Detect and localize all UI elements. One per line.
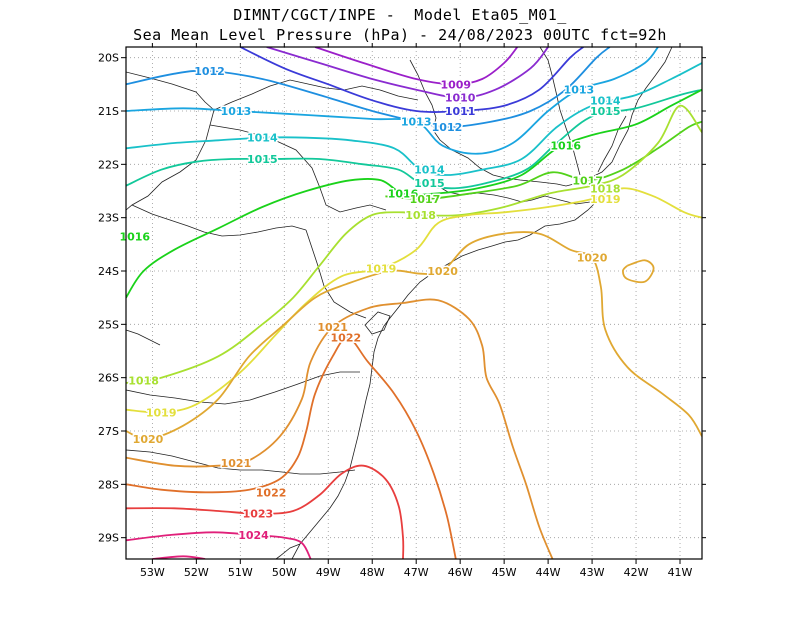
isobar-label-1016: 1016 <box>388 188 419 201</box>
isobar-1019 <box>126 187 702 414</box>
isobar-label-1014: 1014 <box>247 132 278 145</box>
isobar-1016 <box>126 88 702 299</box>
lon-tick-label: 47W <box>404 566 429 579</box>
isobar-1010 <box>266 47 549 99</box>
isobar-label-1010: 1010 <box>445 92 476 105</box>
isobar-label-1022: 1022 <box>331 332 362 345</box>
lat-tick-label: 23S <box>98 212 119 225</box>
border-sc-rs <box>126 449 356 475</box>
lon-tick-label: 48W <box>360 566 385 579</box>
lat-tick-label: 29S <box>98 532 119 545</box>
isobar-1020 <box>622 259 655 284</box>
border-paraguay <box>126 329 161 346</box>
isobar-label-1012: 1012 <box>432 121 463 134</box>
border-pr-north <box>131 204 307 237</box>
isobar-label-1019: 1019 <box>590 193 621 206</box>
border-mg-es <box>539 47 581 176</box>
isobar-label-1015: 1015 <box>414 177 445 190</box>
isobar-label-1021: 1021 <box>317 321 348 334</box>
lon-tick-label: 43W <box>580 566 605 579</box>
isobar-1018 <box>126 104 702 384</box>
isobar-1021 <box>126 298 554 559</box>
isobar-1014 <box>126 62 702 176</box>
isobar-label-1020: 1020 <box>577 252 608 265</box>
lon-tick-label: 44W <box>536 566 561 579</box>
isobar-label-1015: 1015 <box>247 153 278 166</box>
isobar-label-1011: 1011 <box>445 105 476 118</box>
lat-tick-label: 24S <box>98 265 119 278</box>
isobar-label-1016: 1016 <box>119 230 150 243</box>
coastline-north <box>409 47 673 187</box>
isobar-label-1016: 1016 <box>550 140 581 153</box>
lon-tick-label: 50W <box>272 566 297 579</box>
lat-tick-label: 28S <box>98 478 119 491</box>
axis-ticks: 53W 52W 51W 50W 49W 48W 47W 46W 45W 44W 43W 42W 41W 2… <box>98 43 706 579</box>
lon-tick-label: 52W <box>184 566 209 579</box>
lon-tick-label: 53W <box>140 566 165 579</box>
isobar-1020 <box>126 231 702 440</box>
border-pr-east <box>305 229 367 319</box>
isobar-1009 <box>314 47 519 86</box>
isobar-label-1014: 1014 <box>590 94 621 107</box>
isobar-1022 <box>126 336 457 559</box>
isobar-1011 <box>239 47 584 113</box>
isobar-label-1020: 1020 <box>133 433 164 446</box>
lon-tick-label: 49W <box>316 566 341 579</box>
lat-tick-label: 26S <box>98 372 119 385</box>
border-mg-sp <box>213 79 419 111</box>
lat-tick-label: 22S <box>98 158 119 171</box>
isobar-labels: 1009101010111012101210131013101310141014… <box>118 64 622 544</box>
lat-tick-label: 25S <box>98 318 119 331</box>
isobar-label-1018: 1018 <box>590 182 621 195</box>
border-pr-sc <box>126 371 360 405</box>
paranagua-bay <box>364 311 391 335</box>
lon-tick-label: 41W <box>668 566 693 579</box>
isobar-label-1013: 1013 <box>221 105 252 118</box>
isobar-label-1019: 1019 <box>146 406 177 419</box>
lat-tick-label: 20S <box>98 52 119 65</box>
lon-tick-label: 51W <box>228 566 253 579</box>
isobar-label-1009: 1009 <box>440 78 471 91</box>
isobar-label-1019: 1019 <box>366 262 397 275</box>
map-title-line-2: Sea Mean Level Pressure (hPa) - 24/08/20… <box>133 26 667 44</box>
isobar-label-1018: 1018 <box>128 374 159 387</box>
isobar-1023 <box>126 464 405 559</box>
isobar-1013 <box>126 47 659 155</box>
isobar-label-1014: 1014 <box>414 164 445 177</box>
isobar-label-1012: 1012 <box>194 65 225 78</box>
map-frame <box>125 46 703 560</box>
lat-tick-label: 21S <box>98 105 119 118</box>
isobar-label-1013: 1013 <box>401 116 432 129</box>
isobar-label-1018: 1018 <box>405 209 436 222</box>
isobar-1024 <box>152 555 206 559</box>
isobar-label-1017: 1017 <box>410 193 441 206</box>
isobar-label-1024: 1024 <box>238 529 269 542</box>
border-ms-sp <box>126 71 215 211</box>
isobar-1024 <box>126 531 312 559</box>
isobar-label-1013: 1013 <box>564 84 595 97</box>
lon-tick-label: 46W <box>448 566 473 579</box>
isobar-label-1015: 1015 <box>590 105 621 118</box>
border-es-rj <box>597 115 627 173</box>
lon-tick-label: 45W <box>492 566 517 579</box>
lon-tick-label: 42W <box>624 566 649 579</box>
border-sp-pr <box>209 124 387 213</box>
isobar-label-1017: 1017 <box>572 174 603 187</box>
isobar-lines <box>126 47 702 559</box>
lagoa-dos-patos <box>275 543 301 559</box>
isobar-1017 <box>385 120 702 200</box>
isobar-label-1022: 1022 <box>256 486 287 499</box>
isobar-label-1021: 1021 <box>221 457 252 470</box>
isobar-label-1020: 1020 <box>427 265 458 278</box>
map-title-line-1: DIMNT/CGCT/INPE - Model Eta05_M01_ <box>233 6 567 24</box>
lat-tick-label: 27S <box>98 425 119 438</box>
isobar-label-1023: 1023 <box>243 508 274 521</box>
isobar-1015 <box>126 88 702 190</box>
